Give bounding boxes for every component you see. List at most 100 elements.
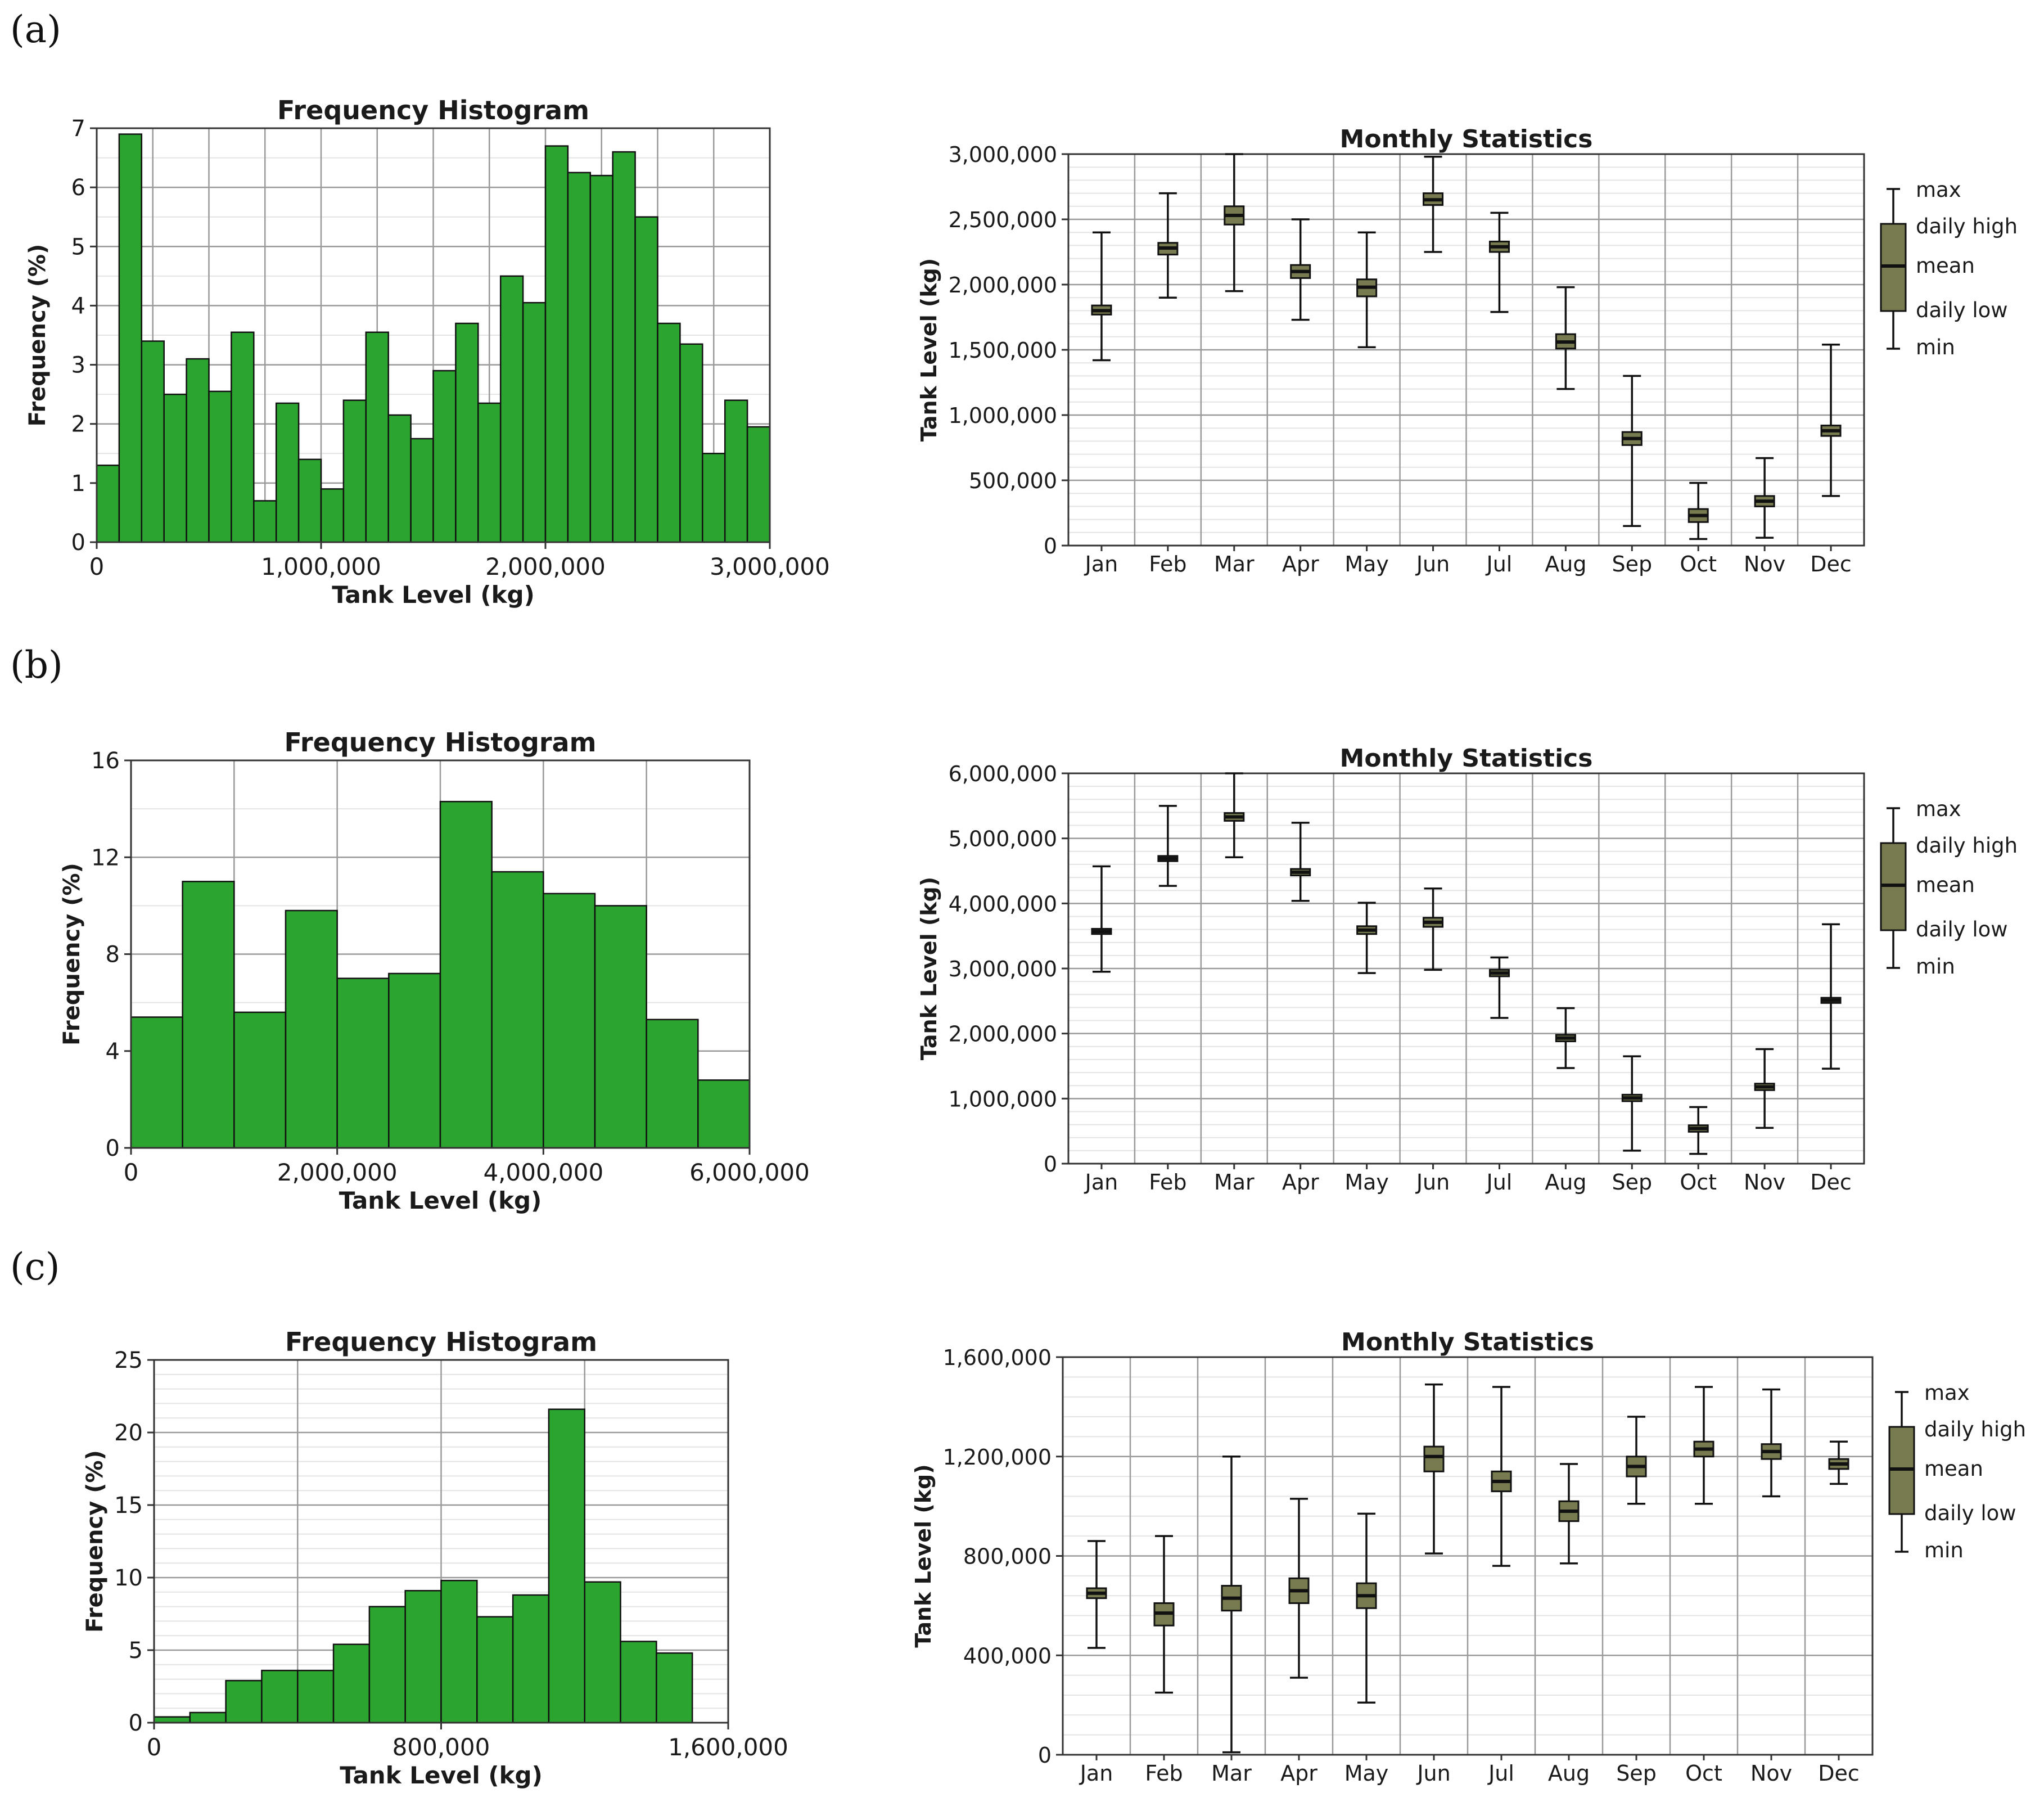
month-label: Dec [1810,1170,1852,1195]
y-tick-label: 5 [129,1638,143,1664]
plot-frame [96,127,771,543]
y-tick-label: 1 [71,471,85,497]
month-label: Jun [1415,552,1450,576]
y-axis-label: Tank Level (kg) [911,1464,936,1647]
legend-label-daily-low: daily low [1924,1501,2016,1525]
histogram-bar [297,458,322,543]
histogram-bar [189,1711,227,1724]
histogram-bar [746,426,771,543]
y-axis-label: Tank Level (kg) [917,877,941,1060]
histogram-bar [543,893,596,1149]
y-tick-label: 7 [71,116,85,142]
legend-label-daily-low: daily low [1916,917,2008,941]
histogram-bar [612,151,636,543]
month-label: Feb [1149,552,1186,576]
legend-label-max: max [1916,797,1961,821]
x-tick-label: 4,000,000 [483,1159,603,1186]
y-tick-label: 500,000 [969,468,1057,493]
y-tick-label: 5 [71,234,85,260]
x-axis-label: Tank Level (kg) [340,1762,543,1789]
y-tick-label: 3,000,000 [949,957,1057,981]
y-tick-label: 2,500,000 [949,208,1057,232]
month-label: Oct [1680,552,1717,576]
month-label: Dec [1810,552,1852,576]
histogram-bar [182,881,235,1149]
panel-label-b: (b) [10,643,63,687]
month-label: Nov [1744,1170,1785,1195]
month-label: Jul [1487,1761,1514,1786]
y-tick-label: 400,000 [963,1643,1052,1668]
y-tick-label: 12 [91,845,120,871]
month-label: Jul [1486,1170,1513,1195]
legend-label-max: max [1924,1381,1970,1405]
histogram-bar [96,465,120,543]
histogram-chart-b: 0 4 8 12 16 0 2,000,000 4,000,000 6,000,000 Frequ… [59,727,810,1214]
legend-label-daily-high: daily high [1916,214,2018,238]
y-tick-label: 4 [71,293,85,319]
histogram-bar [548,1408,585,1724]
month-label: Sep [1612,1170,1652,1195]
y-tick-label: 1,200,000 [943,1445,1052,1470]
y-tick-label: 1,500,000 [949,338,1057,363]
histogram-bar [584,1581,621,1724]
month-label: Aug [1545,1170,1586,1195]
histogram-bar [233,1011,287,1149]
y-tick-label: 0 [1044,534,1057,558]
x-tick-label: 800,000 [392,1733,490,1761]
panel-label-a: (a) [10,8,61,51]
x-tick-label: 0 [89,553,105,580]
histogram-bar [567,172,592,543]
histogram-bar [365,331,389,543]
y-tick-label: 25 [114,1348,143,1373]
histogram-bar [724,399,748,543]
daily-range-box [1423,1445,1445,1472]
legend-label-mean: mean [1916,873,1975,897]
y-tick-label: 8 [106,942,120,968]
y-axis-label: Frequency (%) [25,244,51,427]
histogram-bar [656,1652,693,1724]
month-label: Sep [1612,552,1652,576]
histogram-bar [544,145,569,543]
histogram-bar [141,340,165,543]
y-tick-label: 0 [129,1710,143,1736]
legend-label-min: min [1916,335,1955,359]
histogram-bar [620,1641,657,1724]
chart-title: Frequency Histogram [284,727,596,758]
y-axis-label: Frequency (%) [59,863,85,1046]
y-tick-label: 6,000,000 [949,762,1057,786]
y-tick-label: 0 [1038,1743,1052,1768]
y-tick-label: 1,000,000 [949,403,1057,428]
histogram-bar [261,1669,299,1724]
month-label: Apr [1280,1761,1317,1786]
histogram-bar [491,871,544,1149]
month-label: Nov [1744,552,1785,576]
y-tick-label: 20 [114,1420,143,1446]
chart-title: Monthly Statistics [1340,744,1593,773]
legend-label-min: min [1916,954,1955,979]
y-axis-label: Frequency (%) [82,1450,108,1633]
legend-label-mean: mean [1924,1457,1983,1481]
month-label: Mar [1211,1761,1252,1786]
histogram-bar [432,370,457,543]
y-axis-label: Tank Level (kg) [917,258,941,442]
histogram-bar [186,358,210,543]
histogram-bar [440,1579,478,1724]
month-label: Aug [1545,552,1586,576]
y-tick-label: 3 [71,353,85,379]
y-tick-label: 4 [106,1039,120,1065]
y-tick-label: 3,000,000 [949,142,1057,167]
month-label: Oct [1680,1170,1717,1195]
histogram-bar [297,1669,335,1724]
x-tick-label: 1,600,000 [668,1733,788,1761]
month-label: Aug [1548,1761,1590,1786]
legend-label-daily-low: daily low [1916,298,2008,322]
y-tick-label: 5,000,000 [949,827,1057,852]
histogram-bar [476,1616,514,1724]
x-axis-label: Tank Level (kg) [339,1187,542,1214]
histogram-bar [455,322,479,543]
x-tick-label: 2,000,000 [485,553,606,580]
month-label: Jul [1486,552,1513,576]
month-label: Sep [1616,1761,1657,1786]
histogram-bar [320,488,345,543]
y-tick-label: 6 [71,175,85,201]
